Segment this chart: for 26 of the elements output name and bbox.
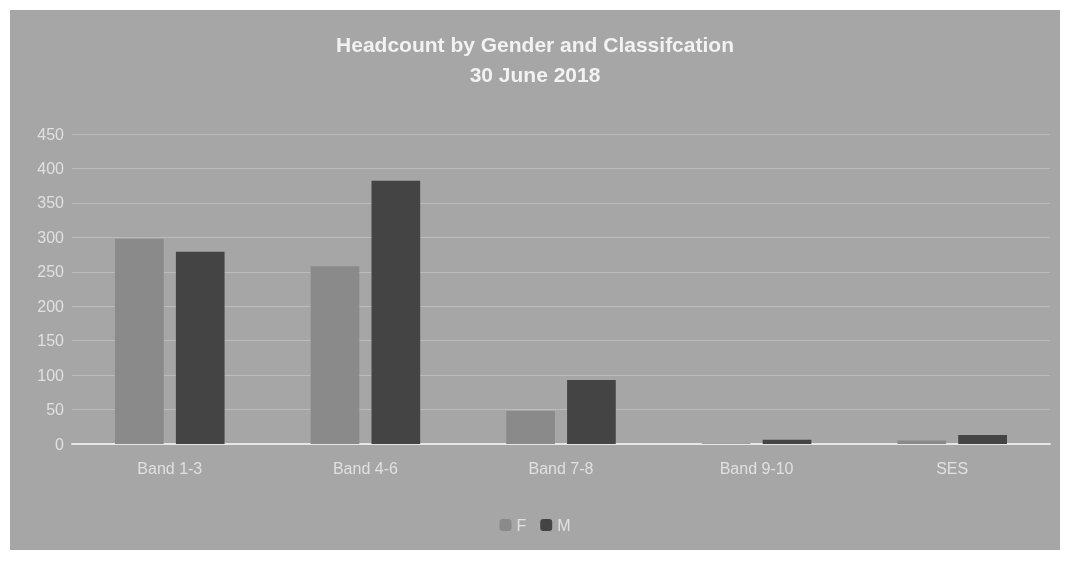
x-tick-label: Band 7-8: [528, 459, 594, 477]
y-tick-label: 100: [37, 366, 65, 384]
x-tick-label: Band 1-3: [137, 459, 203, 477]
legend-label: M: [557, 516, 571, 534]
bar: [567, 379, 616, 444]
y-tick-label: 250: [37, 263, 65, 281]
bar: [958, 435, 1007, 444]
bar: [115, 238, 164, 444]
bar: [506, 410, 555, 444]
y-tick-label: 50: [46, 401, 65, 419]
y-tick-label: 200: [37, 297, 65, 315]
legend-label: F: [516, 516, 527, 534]
y-tick-label: 450: [37, 125, 65, 143]
y-tick-label: 0: [55, 435, 65, 453]
chart-title: Headcount by Gender and Classifcation 30 June 2018: [336, 32, 734, 86]
x-tick-label: Band 9-10: [719, 459, 794, 477]
bar: [310, 266, 360, 444]
y-tick-label: 300: [37, 228, 65, 246]
x-tick-label: Band 4-6: [332, 459, 398, 477]
bar: [762, 439, 812, 444]
y-tick-label: 350: [37, 194, 65, 212]
y-tick-label: 400: [37, 159, 65, 177]
bar: [371, 180, 421, 444]
x-tick-label: SES: [936, 459, 969, 477]
bar: [175, 251, 225, 444]
y-tick-label: 150: [37, 332, 65, 350]
